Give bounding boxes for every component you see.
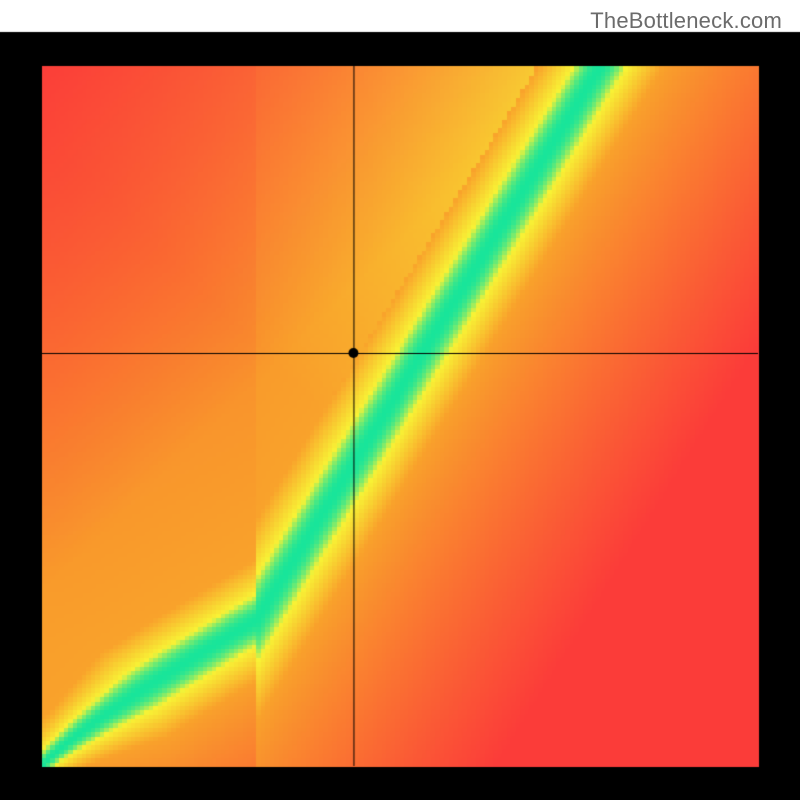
watermark-text: TheBottleneck.com [590,8,782,34]
bottleneck-heatmap [0,0,800,800]
